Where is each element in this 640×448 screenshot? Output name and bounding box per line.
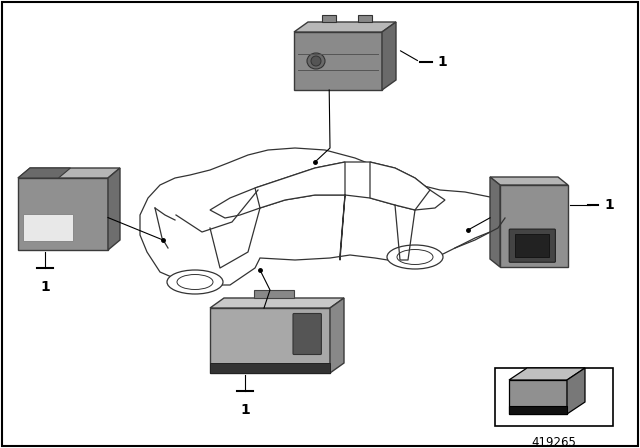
Polygon shape: [500, 185, 568, 267]
Polygon shape: [255, 162, 345, 208]
Polygon shape: [509, 368, 585, 380]
Text: 1: 1: [40, 280, 50, 294]
Polygon shape: [254, 290, 294, 298]
Ellipse shape: [387, 245, 443, 269]
Text: 1: 1: [240, 403, 250, 417]
Polygon shape: [210, 298, 344, 308]
Polygon shape: [370, 162, 430, 210]
FancyBboxPatch shape: [293, 314, 321, 354]
Polygon shape: [509, 380, 567, 414]
Polygon shape: [294, 32, 382, 90]
Polygon shape: [18, 168, 70, 178]
Bar: [509, 406, 567, 414]
Polygon shape: [382, 22, 396, 90]
Polygon shape: [140, 148, 510, 285]
Polygon shape: [330, 298, 344, 373]
Bar: [515, 234, 549, 257]
Bar: [495, 368, 613, 426]
Polygon shape: [322, 15, 336, 22]
Polygon shape: [567, 368, 585, 414]
Ellipse shape: [397, 250, 433, 264]
Polygon shape: [108, 168, 120, 250]
Ellipse shape: [311, 56, 321, 66]
Polygon shape: [210, 308, 330, 373]
FancyBboxPatch shape: [509, 229, 556, 262]
Polygon shape: [490, 177, 568, 185]
Text: 419265: 419265: [532, 436, 577, 448]
Polygon shape: [18, 168, 120, 178]
Polygon shape: [294, 22, 396, 32]
Ellipse shape: [307, 53, 325, 69]
Text: 1: 1: [437, 55, 447, 69]
Polygon shape: [490, 177, 500, 267]
Polygon shape: [210, 162, 445, 218]
Ellipse shape: [177, 275, 213, 289]
Ellipse shape: [167, 270, 223, 294]
Polygon shape: [358, 15, 372, 22]
Bar: [23, 214, 72, 241]
Polygon shape: [18, 178, 108, 250]
Bar: [210, 363, 330, 373]
Text: 1: 1: [604, 198, 614, 212]
